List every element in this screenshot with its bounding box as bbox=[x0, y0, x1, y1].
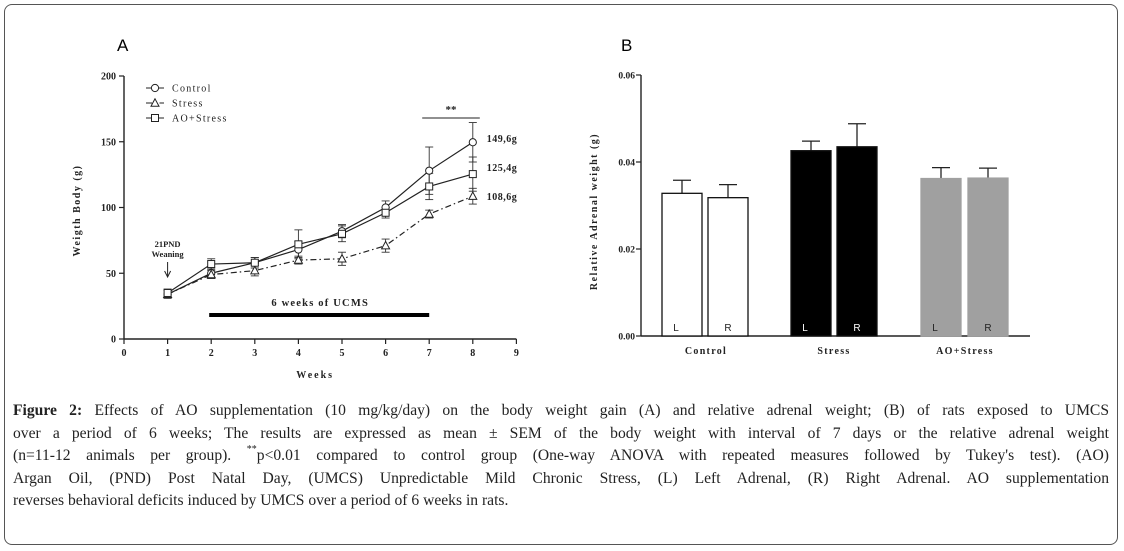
x-tick-label: 1 bbox=[165, 348, 170, 359]
bar-stress-l bbox=[790, 150, 832, 337]
y-tick-label: 50 bbox=[106, 269, 116, 280]
y-axis-label: Weigth Body (g) bbox=[72, 165, 83, 257]
x-tick-label: 7 bbox=[427, 348, 432, 359]
data-point-triangle bbox=[337, 253, 347, 263]
x-tick-label: 3 bbox=[252, 348, 257, 359]
caption-figure-label: Figure 2: bbox=[13, 402, 83, 419]
category-label: AO+Stress bbox=[936, 346, 994, 357]
caption-line-4: Argan Oil, (PND) Post Natal Day, (UMCS) … bbox=[13, 469, 1109, 487]
category-label: Stress bbox=[817, 346, 850, 357]
legend-label: Control bbox=[172, 84, 212, 95]
y-tick-label: 100 bbox=[101, 203, 116, 214]
end-value-label: 149,6g bbox=[487, 134, 518, 145]
legend-marker-circle bbox=[150, 83, 160, 93]
caption-text-1: Effects of AO supplementation (10 mg/kg/… bbox=[82, 402, 1110, 419]
significance-label: ** bbox=[446, 104, 458, 116]
caption-line-1: Figure 2: Effects of AO supplementation … bbox=[13, 400, 1109, 423]
data-point-square bbox=[163, 288, 172, 297]
caption-text-3a: (n=11-12 animals per group). bbox=[13, 447, 247, 464]
weaning-annotation-2: Weaning bbox=[152, 249, 185, 259]
data-point-circle bbox=[425, 166, 434, 175]
data-point-square bbox=[294, 240, 303, 249]
data-point-triangle bbox=[249, 265, 260, 275]
legend-label: AO+Stress bbox=[172, 114, 228, 125]
data-point-triangle bbox=[467, 190, 478, 200]
data-point-square bbox=[468, 170, 477, 179]
bar-control-r bbox=[707, 197, 749, 337]
x-tick-label: 9 bbox=[514, 348, 519, 359]
series-line-control bbox=[167, 141, 474, 295]
legend-marker-triangle bbox=[150, 97, 160, 107]
y-axis-label: Relative Adrenal weight (g) bbox=[589, 133, 600, 290]
y-tick-label: 0.02 bbox=[618, 246, 635, 256]
y-tick-label: 150 bbox=[101, 137, 116, 148]
figure-caption: Figure 2: Effects of AO supplementation … bbox=[13, 400, 1109, 513]
ucms-period-bar bbox=[209, 313, 430, 317]
data-point-square bbox=[250, 258, 259, 267]
bar-side-label: R bbox=[853, 323, 860, 334]
x-tick-label: 6 bbox=[383, 348, 388, 359]
bar-control-l bbox=[661, 192, 703, 337]
y-tick-label: 0 bbox=[111, 335, 116, 346]
category-label: Control bbox=[685, 346, 727, 357]
data-point-triangle bbox=[206, 269, 217, 279]
x-tick-label: 0 bbox=[122, 348, 127, 359]
caption-text-3b: p<0.01 compared to control group (One-wa… bbox=[256, 447, 1109, 464]
bar-side-label: R bbox=[984, 323, 991, 334]
data-point-circle bbox=[468, 138, 477, 147]
panel-b-label: B bbox=[621, 36, 632, 55]
figure-svg: A 0 50 100 150 200 0 1 2 3 4 5 6 7 8 9 Weeks Weigth Body… bbox=[72, 36, 1030, 381]
y-tick-label: 0.00 bbox=[618, 333, 635, 343]
x-tick-label: 2 bbox=[209, 348, 214, 359]
ucms-label: 6 weeks of UCMS bbox=[271, 298, 369, 309]
panel-b-bar-chart: B 0.00 0.02 0.04 0.06 Relative Adrenal weigh… bbox=[589, 36, 1030, 357]
bar-ao-stress-r bbox=[967, 177, 1009, 337]
data-point-triangle bbox=[424, 208, 435, 218]
y-tick-label: 0.04 bbox=[618, 159, 635, 169]
weaning-annotation: 21PND bbox=[155, 239, 181, 249]
x-axis-label: Weeks bbox=[296, 370, 334, 381]
bar-side-label: L bbox=[932, 323, 938, 334]
bar-ao-stress-l bbox=[920, 177, 962, 337]
data-point-square bbox=[425, 182, 434, 191]
bar-side-label: R bbox=[724, 323, 731, 334]
panel-a-label: A bbox=[117, 36, 129, 55]
data-point-triangle bbox=[380, 240, 391, 250]
bar-side-label: L bbox=[802, 323, 808, 334]
y-tick-label: 200 bbox=[101, 72, 116, 83]
series-line-ao-stress bbox=[167, 173, 473, 294]
series-line-stress bbox=[167, 195, 474, 295]
caption-sup: ** bbox=[246, 444, 257, 455]
weaning-arrow-head bbox=[164, 270, 172, 279]
end-value-label: 108,6g bbox=[487, 192, 518, 203]
caption-line-5: reverses behavioral deficits induced by … bbox=[13, 492, 509, 509]
x-tick-label: 8 bbox=[470, 348, 475, 359]
bar-stress-r bbox=[836, 146, 878, 337]
caption-line-2: over a period of 6 weeks; The results ar… bbox=[13, 424, 1109, 442]
end-value-label: 125,4g bbox=[487, 163, 518, 174]
legend-label: Stress bbox=[172, 99, 204, 110]
data-point-square bbox=[381, 208, 390, 217]
y-tick-label: 0.06 bbox=[618, 72, 635, 82]
data-point-square bbox=[338, 229, 346, 238]
bar-side-label: L bbox=[673, 323, 679, 334]
x-tick-label: 4 bbox=[296, 348, 301, 359]
x-tick-label: 5 bbox=[340, 348, 345, 359]
data-point-triangle bbox=[293, 254, 304, 264]
panel-a-line-chart: A 0 50 100 150 200 0 1 2 3 4 5 6 7 8 9 Weeks Weigth Body… bbox=[72, 36, 519, 381]
caption-line-3: (n=11-12 animals per group). **p<0.01 co… bbox=[13, 445, 1109, 468]
legend-marker-square bbox=[151, 114, 159, 122]
data-point-square bbox=[207, 260, 216, 269]
